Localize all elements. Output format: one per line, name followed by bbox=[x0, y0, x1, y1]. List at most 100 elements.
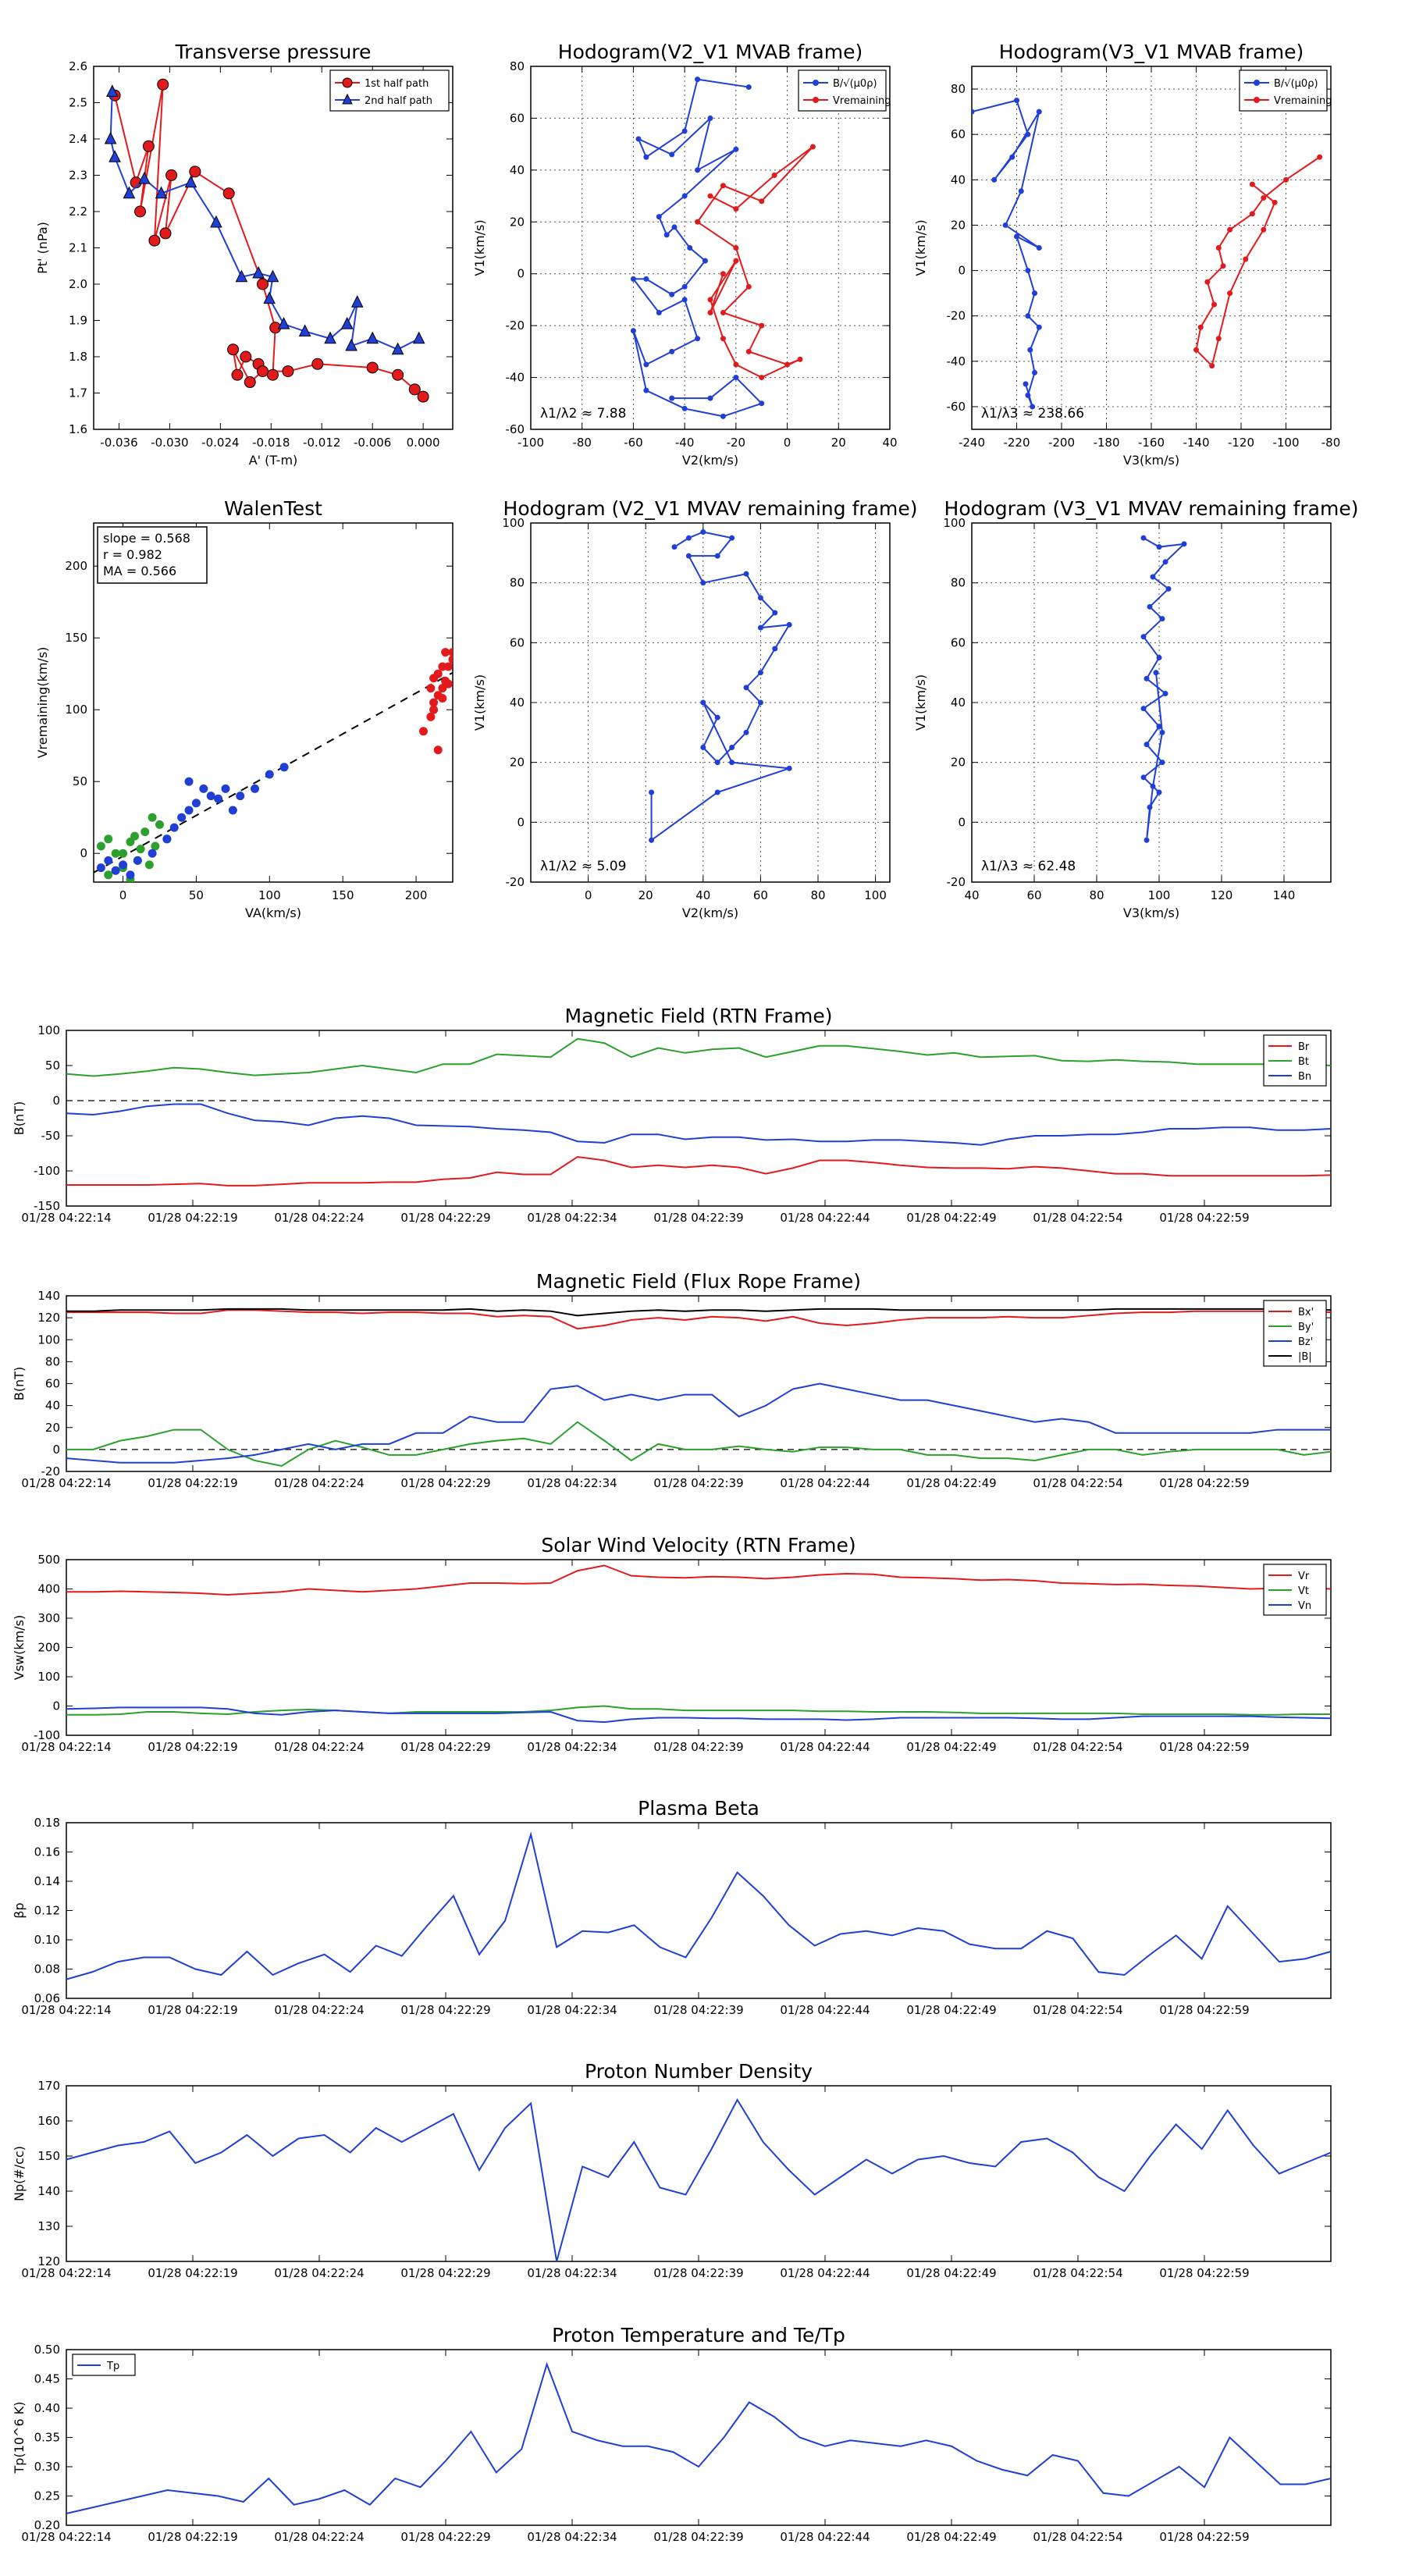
data-point bbox=[221, 784, 230, 793]
data-point bbox=[1156, 724, 1162, 730]
chart-title: Plasma Beta bbox=[638, 1797, 759, 1820]
data-point bbox=[443, 679, 453, 688]
x-tick-label: 200 bbox=[405, 888, 428, 902]
x-tick-label: 01/28 04:22:34 bbox=[527, 2530, 617, 2544]
y-axis-label: V1(km/s) bbox=[913, 674, 928, 731]
data-point bbox=[429, 698, 439, 707]
data-point bbox=[438, 684, 447, 693]
y-tick-label: 60 bbox=[45, 1377, 60, 1391]
x-tick-label: 100 bbox=[864, 888, 887, 902]
data-point bbox=[104, 870, 113, 880]
y-tick-label: 2.3 bbox=[69, 169, 87, 183]
y-tick-label: 60 bbox=[510, 635, 525, 649]
x-tick-label: 40 bbox=[882, 436, 897, 450]
plot-frame bbox=[66, 1030, 1332, 1207]
legend-label: Vremaining bbox=[833, 95, 891, 107]
y-tick-label: 150 bbox=[65, 631, 87, 645]
y-tick-label: 0.35 bbox=[34, 2431, 60, 2445]
x-axis-label: V2(km/s) bbox=[682, 906, 738, 920]
x-tick-label: -80 bbox=[572, 436, 592, 450]
data-point bbox=[165, 169, 178, 181]
x-axis-label: V3(km/s) bbox=[1123, 453, 1179, 468]
data-layer bbox=[1140, 535, 1187, 843]
x-tick-label: -100 bbox=[1272, 436, 1299, 450]
legend: B/√(μ0ρ) Vremaining bbox=[1239, 69, 1332, 112]
chart-h1: -100 -80 -60 -40 -20 0 20 40 -60 -40 -20 0 20 40 60 80 H… bbox=[472, 41, 898, 468]
data-point bbox=[1215, 245, 1222, 251]
data-point bbox=[104, 131, 117, 144]
x-tick-label: -40 bbox=[675, 436, 695, 450]
data-point bbox=[772, 646, 778, 652]
x-tick-label: 01/28 04:22:24 bbox=[274, 1740, 364, 1754]
x-tick-label: 01/28 04:22:19 bbox=[148, 2530, 237, 2544]
x-tick-label: -120 bbox=[1228, 436, 1254, 450]
data-point bbox=[155, 820, 164, 829]
data-point bbox=[681, 405, 688, 411]
y-tick-label: 1.7 bbox=[69, 386, 87, 400]
data-point bbox=[1209, 363, 1215, 369]
x-axis-label: V2(km/s) bbox=[682, 453, 738, 468]
data-point bbox=[669, 395, 675, 401]
series-line-bn bbox=[66, 1103, 1332, 1146]
data-layer bbox=[972, 98, 1323, 410]
data-point bbox=[1261, 226, 1267, 233]
y-tick-label: 100 bbox=[37, 1670, 60, 1684]
x-tick-label: 01/28 04:22:29 bbox=[400, 1740, 490, 1754]
data-point bbox=[199, 784, 208, 793]
data-point bbox=[438, 693, 447, 703]
data-point bbox=[745, 84, 752, 91]
data-point bbox=[720, 271, 726, 277]
series-line-b bbox=[66, 1308, 1332, 1317]
y-tick-label: 0 bbox=[52, 1443, 60, 1457]
y-tick-label: 0.14 bbox=[34, 1874, 60, 1888]
y-tick-label: 2.6 bbox=[69, 59, 87, 73]
x-tick-label: -0.018 bbox=[252, 436, 290, 450]
chart-title: Hodogram (V3_V1 MVAV remaining frame) bbox=[944, 497, 1359, 520]
data-point bbox=[391, 342, 404, 355]
data-point bbox=[720, 336, 726, 342]
y-tick-label: 60 bbox=[510, 111, 525, 125]
y-tick-label: 50 bbox=[73, 774, 87, 788]
chart-title: Hodogram(V2_V1 MVAB frame) bbox=[558, 41, 863, 63]
data-point bbox=[1025, 131, 1031, 137]
x-tick-label: 01/28 04:22:19 bbox=[148, 2266, 237, 2280]
legend-label: Br bbox=[1298, 1041, 1310, 1053]
x-tick-label: 100 bbox=[258, 888, 281, 902]
x-tick-label: 60 bbox=[753, 888, 768, 902]
data-point bbox=[266, 368, 279, 381]
x-tick-label: -220 bbox=[1003, 436, 1030, 450]
chart-ts3: Solar Wind Velocity (RTN Frame) Vsw(km/s)… bbox=[12, 1534, 1332, 1754]
x-tick-label: 60 bbox=[1026, 888, 1041, 902]
x-tick-label: 50 bbox=[189, 888, 204, 902]
x-tick-label: 01/28 04:22:44 bbox=[780, 1740, 870, 1754]
y-tick-label: 1.8 bbox=[69, 350, 87, 364]
y-tick-label: 80 bbox=[951, 82, 966, 96]
y-tick-label: 0 bbox=[52, 1699, 60, 1713]
data-point bbox=[438, 662, 447, 671]
series-line-b0 bbox=[631, 78, 763, 418]
data-point bbox=[714, 789, 720, 795]
y-tick-label: 0 bbox=[958, 264, 966, 278]
y-tick-label: 0.06 bbox=[34, 1991, 60, 2005]
data-point bbox=[669, 151, 675, 158]
chart-tp: -0.036 -0.030 -0.024 -0.018 -0.012 -0.006 0.00… bbox=[35, 41, 454, 468]
data-point bbox=[733, 245, 739, 251]
y-tick-label: 60 bbox=[951, 127, 966, 141]
data-point bbox=[671, 544, 678, 550]
data-point bbox=[244, 376, 256, 389]
data-point bbox=[714, 553, 720, 559]
data-point bbox=[134, 205, 147, 218]
data-point bbox=[184, 806, 194, 815]
legend-label: |B| bbox=[1298, 1351, 1312, 1363]
legend: Br Bt Bn bbox=[1263, 1034, 1327, 1087]
data-point bbox=[669, 348, 675, 354]
data-point bbox=[162, 834, 172, 844]
legend-marker bbox=[813, 80, 819, 86]
legend-label: Vr bbox=[1298, 1571, 1310, 1582]
chart-ts2: Magnetic Field (Flux Rope Frame) B(nT) -20… bbox=[12, 1270, 1332, 1490]
data-point bbox=[643, 361, 649, 368]
data-point bbox=[1193, 347, 1199, 353]
data-point bbox=[126, 837, 135, 846]
x-tick-label: -240 bbox=[959, 436, 985, 450]
y-tick-label: 80 bbox=[510, 576, 525, 590]
